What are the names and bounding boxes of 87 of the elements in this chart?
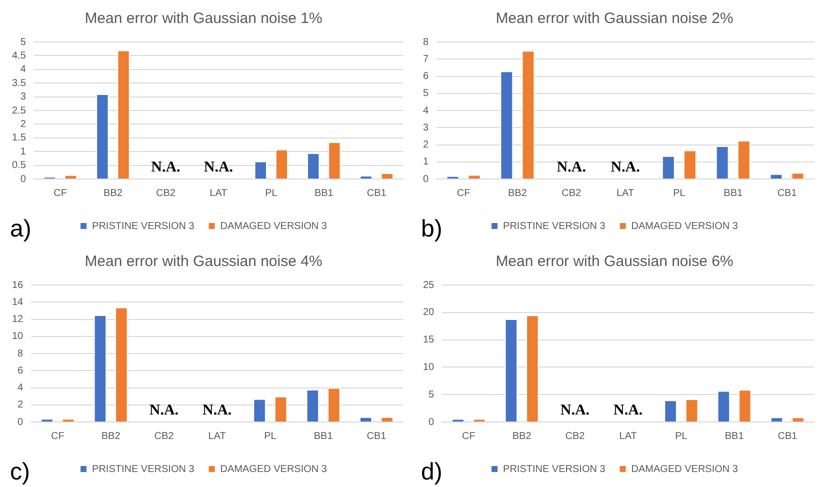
x-tick-label: BB1 <box>314 430 334 442</box>
y-tick-label: 4.5 <box>12 50 26 62</box>
annotation: N.A. <box>149 402 179 418</box>
chart-title: Mean error with Gaussian noise 2% <box>496 10 734 28</box>
x-tick-label: CB1 <box>366 430 387 442</box>
legend-label: PRISTINE VERSION 3 <box>503 464 606 475</box>
annotation: N.A. <box>151 159 181 176</box>
y-tick-label: 3 <box>20 92 26 103</box>
text: b) <box>421 216 442 243</box>
chart-title: Mean error with Gaussian noise 6% <box>496 253 734 270</box>
legend-label: DAMAGED VERSION 3 <box>220 464 328 475</box>
y-tick-label: 5 <box>20 36 26 48</box>
text: d) <box>421 458 442 486</box>
y-tick-label: 16 <box>12 280 24 291</box>
y-tick-label: 0 <box>423 174 429 185</box>
x-tick-label: CB1 <box>778 430 798 442</box>
y-tick-label: 25 <box>423 280 435 291</box>
y-tick-label: 1 <box>20 146 26 158</box>
annotation: N.A. <box>560 402 590 418</box>
y-tick-label: 1.5 <box>12 132 26 144</box>
x-tick-label: LAT <box>619 430 637 442</box>
x-tick-label: BB2 <box>104 188 123 199</box>
y-tick-label: 2 <box>20 118 26 130</box>
legend-label: DAMAGED VERSION 3 <box>631 464 738 475</box>
x-tick-label: BB2 <box>101 430 121 442</box>
legend-label: PRISTINE VERSION 3 <box>92 464 195 475</box>
legend-label: PRISTINE VERSION 3 <box>92 220 195 232</box>
x-tick-label: CB1 <box>777 188 798 199</box>
x-tick-label: LAT <box>616 188 634 199</box>
chart-title: Mean error with Gaussian noise 4% <box>84 253 322 270</box>
x-tick-label: BB2 <box>512 430 532 442</box>
x-tick-label: CB2 <box>562 188 582 199</box>
y-tick-label: 10 <box>12 331 24 342</box>
y-tick-label: 3.5 <box>12 78 26 89</box>
x-tick-label: CB2 <box>565 430 586 442</box>
y-tick-label: 5 <box>428 389 435 400</box>
x-tick-label: PL <box>673 188 686 199</box>
x-tick-label: CF <box>54 188 67 199</box>
x-tick-label: BB1 <box>724 188 744 199</box>
x-tick-label: CB1 <box>366 188 387 199</box>
y-tick-label: 0 <box>18 416 24 428</box>
y-tick-label: 0.5 <box>12 160 26 172</box>
y-tick-label: 6 <box>423 71 429 82</box>
y-tick-label: 2 <box>423 140 429 150</box>
y-tick-label: 4 <box>423 105 429 116</box>
y-tick-label: 4 <box>20 64 26 76</box>
y-tick-label: 8 <box>18 348 24 360</box>
y-tick-label: 4 <box>18 382 24 394</box>
annotation: N.A. <box>610 159 640 176</box>
chart-title: Mean error with Gaussian noise 1% <box>84 10 322 28</box>
y-tick-label: 12 <box>12 314 24 325</box>
y-tick-label: 20 <box>423 307 435 318</box>
legend-label: DAMAGED VERSION 3 <box>220 220 328 232</box>
text: c) <box>10 458 30 486</box>
y-tick-label: 2 <box>18 400 24 411</box>
annotation: N.A. <box>613 402 643 418</box>
y-tick-label: 14 <box>12 296 24 308</box>
x-tick-label: CB2 <box>156 188 176 199</box>
x-tick-label: LAT <box>210 188 228 199</box>
x-tick-label: PL <box>264 430 277 442</box>
annotation: N.A. <box>204 159 234 176</box>
y-tick-label: 2.5 <box>12 105 26 116</box>
x-tick-label: CF <box>462 430 476 442</box>
y-tick-label: 1 <box>423 156 429 168</box>
x-tick-label: CF <box>51 430 64 442</box>
y-tick-label: 10 <box>423 362 435 373</box>
x-tick-label: BB1 <box>314 188 334 199</box>
legend-label: DAMAGED VERSION 3 <box>631 220 738 232</box>
y-tick-label: 7 <box>423 54 429 65</box>
x-tick-label: PL <box>675 430 688 442</box>
y-tick-label: 6 <box>18 365 24 376</box>
x-tick-label: CB2 <box>154 430 174 442</box>
y-tick-label: 8 <box>423 36 429 48</box>
x-tick-label: CF <box>456 188 470 199</box>
x-tick-label: PL <box>265 188 278 199</box>
y-tick-label: 15 <box>423 334 435 346</box>
annotation: N.A. <box>556 159 586 176</box>
y-tick-label: 0 <box>20 174 26 185</box>
x-tick-label: BB1 <box>724 430 744 442</box>
x-tick-label: LAT <box>208 430 226 442</box>
y-tick-label: 0 <box>428 416 435 428</box>
text: a) <box>10 216 32 243</box>
annotation: N.A. <box>202 402 232 418</box>
y-tick-label: 5 <box>423 88 429 100</box>
legend-label: PRISTINE VERSION 3 <box>503 220 606 232</box>
x-tick-label: BB2 <box>508 188 528 199</box>
y-tick-label: 3 <box>423 122 429 134</box>
